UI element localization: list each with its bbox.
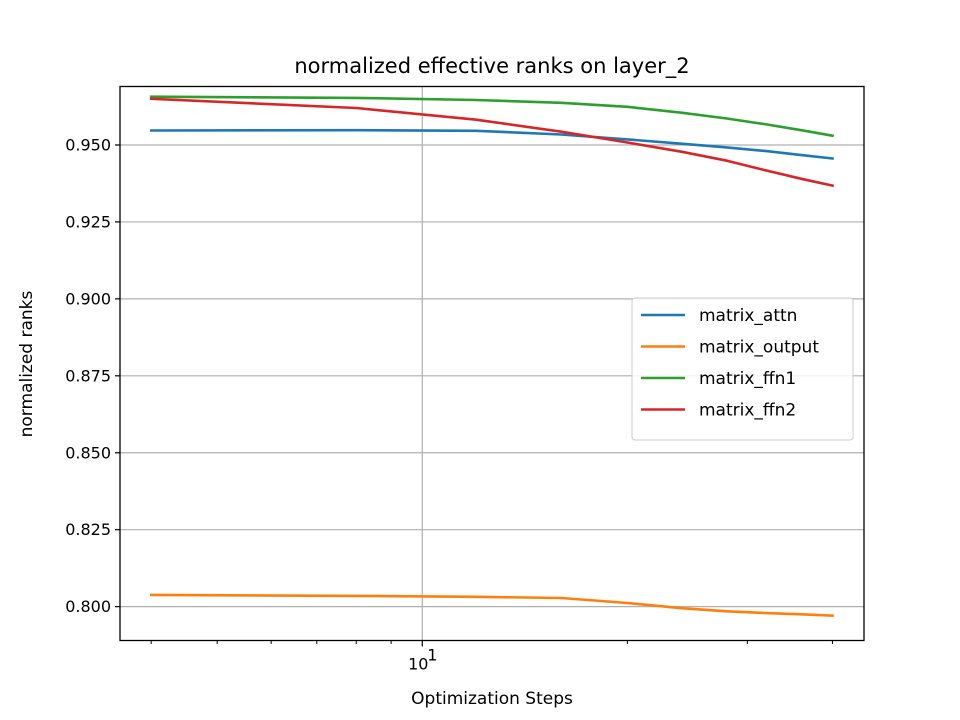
- y-tick-label: 0.875: [65, 366, 111, 385]
- axes-layer: 0.800 0.825 0.850 0.875 0.900 0.925 0.950 101: [65, 135, 833, 674]
- plot-frame: [119, 85, 865, 642]
- x-tick-exponent: 1: [427, 646, 437, 665]
- legend: matrix_attn matrix_output matrix_ffn1matri…: [631, 297, 854, 441]
- series-line-matrix_ffn2: [149, 97, 835, 188]
- series-line-matrix_ffn1: [149, 95, 835, 138]
- y-tick-label: 0.900: [65, 289, 111, 308]
- y-tick-label: 0.825: [65, 520, 111, 539]
- x-tick-label: 10: [408, 655, 428, 674]
- grid-layer: [120, 86, 864, 641]
- x-axis-label: Optimization Steps: [411, 689, 573, 709]
- series-line-matrix_attn: [149, 128, 834, 160]
- y-tick-label: 0.950: [65, 135, 111, 154]
- chart-title: normalized effective ranks on layer_2: [294, 54, 689, 79]
- series-layer: [149, 95, 835, 617]
- legend-entry-label: matrix_ffn2: [699, 401, 796, 421]
- y-tick-label: 0.850: [65, 443, 111, 462]
- legend-entry-label: matrix_attn: [699, 306, 797, 326]
- y-axis-label: normalized ranks: [17, 290, 37, 437]
- series-line-matrix_output: [149, 593, 834, 617]
- y-tick-label: 0.800: [65, 597, 111, 616]
- y-tick-label: 0.925: [65, 212, 111, 231]
- legend-entry-label: matrix_output: [699, 338, 819, 358]
- legend-box: [631, 297, 854, 441]
- legend-entry-label: matrix_ffn1: [699, 369, 796, 389]
